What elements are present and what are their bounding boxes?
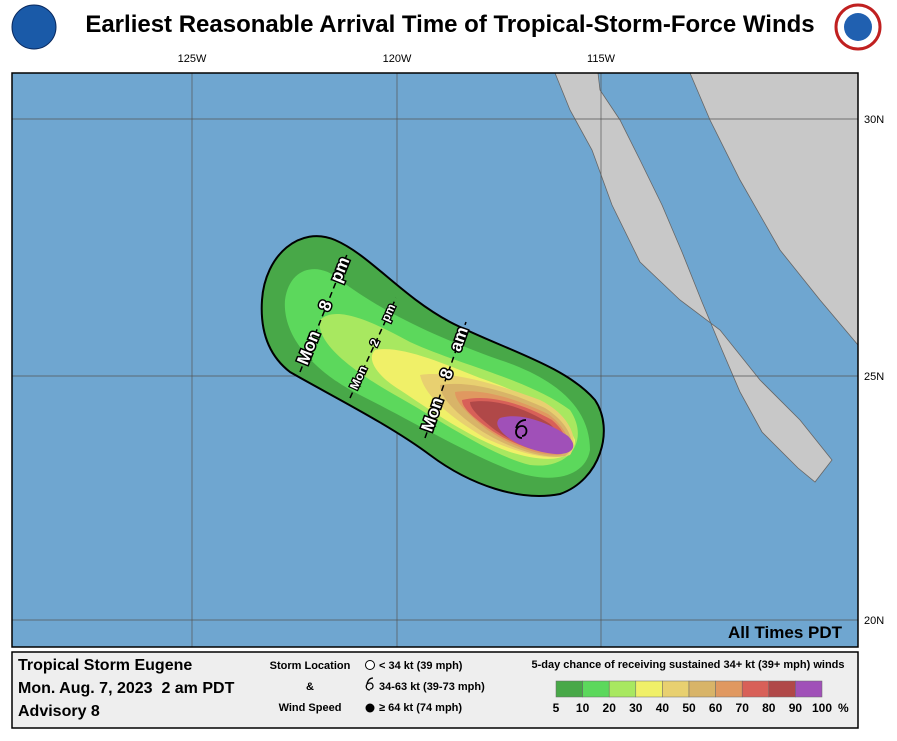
scale-box: [555, 680, 583, 698]
time-line: [424, 321, 467, 439]
scale-box: [795, 680, 823, 698]
lon-label: 120W: [383, 53, 412, 65]
scale-label: 5: [553, 701, 560, 715]
scale-box: [582, 680, 610, 698]
scale-box: [688, 680, 716, 698]
lon-label: 115W: [587, 53, 616, 65]
scale-box: [635, 680, 663, 698]
key-title: Storm Location: [270, 660, 351, 672]
time-line: [299, 251, 349, 373]
title: Earliest Reasonable Arrival Time of Trop…: [85, 11, 814, 38]
time-line: [349, 297, 397, 399]
scale-box: [608, 680, 637, 698]
scale-label: 40: [656, 701, 670, 715]
key-icon: [365, 677, 374, 691]
time-note: All Times PDT: [728, 623, 843, 642]
scale-title: 5-day chance of receiving sustained 34+ …: [532, 659, 845, 671]
storm-name: Tropical Storm Eugene: [18, 657, 192, 674]
storm-icon: [515, 419, 528, 439]
key-icon: [365, 660, 375, 670]
lat-label: 25N: [864, 371, 884, 383]
advisory-number: Advisory 8: [18, 703, 100, 720]
key-item: < 34 kt (39 mph): [379, 660, 463, 672]
scale-label: 60: [709, 701, 723, 715]
scale-label: 70: [736, 701, 750, 715]
baja-california: [554, 72, 833, 483]
scale-label: 90: [789, 701, 803, 715]
scale-label: 10: [576, 701, 590, 715]
lat-label: 30N: [864, 114, 884, 126]
noaa-logo: [11, 4, 57, 50]
wind-swath: [260, 235, 605, 497]
lon-label: 125W: [178, 53, 207, 65]
scale-label: 20: [603, 701, 617, 715]
scale-unit: %: [838, 701, 849, 715]
key-icon: [365, 703, 375, 713]
scale-box: [662, 680, 690, 698]
key-title: Wind Speed: [279, 702, 342, 714]
key-item: ≥ 64 kt (74 mph): [379, 702, 462, 714]
map-frame: [11, 72, 859, 648]
lat-label: 20N: [864, 615, 884, 627]
scale-label: 80: [762, 701, 776, 715]
key-title: &: [306, 681, 314, 693]
nws-logo-inner: [844, 13, 872, 41]
color-scale: 5 10 20 30 40 50 60 70 80 90 100: [553, 680, 832, 715]
scale-label: 100: [812, 701, 832, 715]
footer: Tropical Storm Eugene Mon. Aug. 7, 2023 …: [11, 651, 859, 729]
scale-box: [715, 680, 743, 698]
advisory-date: Mon. Aug. 7, 2023 2 am PDT: [18, 680, 235, 697]
scale-box: [741, 680, 770, 698]
scale-label: 30: [629, 701, 643, 715]
scale-label: 50: [682, 701, 696, 715]
key-item: 34-63 kt (39-73 mph): [379, 681, 485, 693]
scale-box: [768, 680, 796, 698]
